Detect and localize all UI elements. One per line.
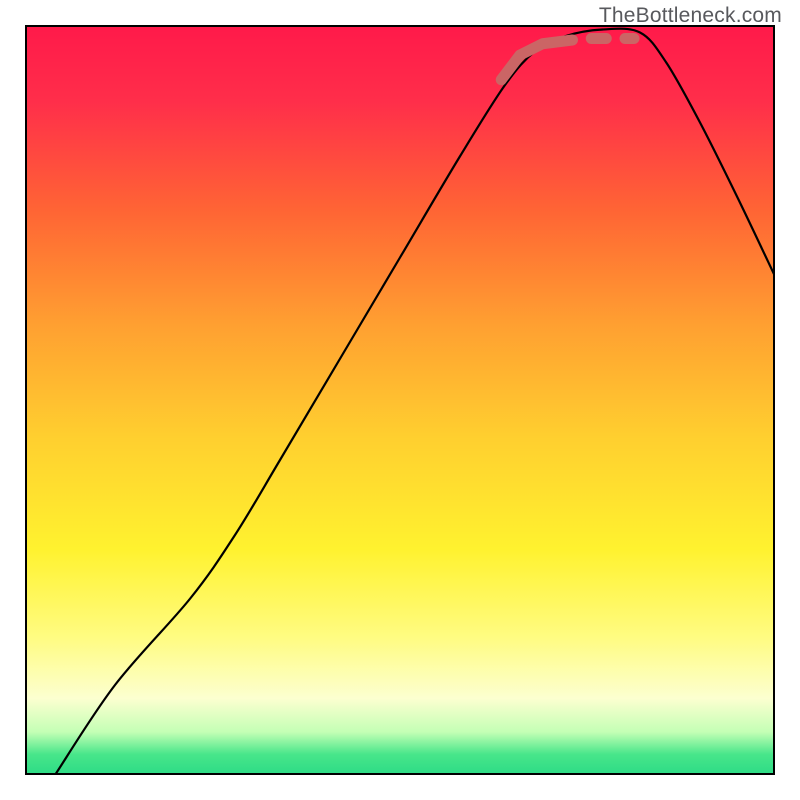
chart-container — [25, 25, 775, 775]
chart-border — [25, 25, 775, 775]
